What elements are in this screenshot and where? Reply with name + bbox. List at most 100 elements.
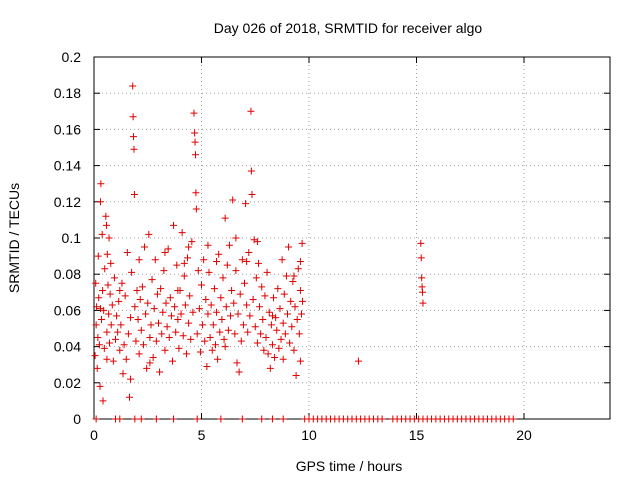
data-point-marker (247, 167, 255, 175)
data-point-marker (113, 312, 121, 320)
data-point-marker (220, 335, 228, 343)
data-point-marker (266, 364, 274, 372)
data-point-marker (279, 415, 287, 423)
data-point-marker (378, 415, 386, 423)
data-point-marker (152, 337, 160, 345)
data-point-marker (155, 319, 162, 327)
data-point-marker (268, 415, 276, 423)
data-point-marker (161, 248, 169, 256)
x-tick-label: 10 (301, 427, 317, 443)
data-point-marker (153, 290, 161, 298)
y-tick-label: 0.1 (62, 230, 82, 246)
data-point-marker (117, 321, 125, 329)
data-point-marker (94, 334, 102, 342)
data-point-marker (100, 306, 108, 314)
data-point-marker (177, 310, 185, 318)
data-point-marker (254, 259, 262, 267)
data-point-marker (146, 359, 154, 367)
data-point-marker (92, 321, 100, 329)
data-point-marker (238, 415, 246, 423)
data-point-marker (184, 254, 192, 262)
data-point-marker (167, 312, 175, 320)
data-point-marker (137, 326, 145, 334)
data-point-marker (142, 310, 150, 318)
data-point-marker (161, 346, 169, 354)
data-point-marker (259, 315, 267, 323)
data-point-marker (98, 230, 106, 238)
data-point-marker (234, 310, 242, 318)
data-point-marker (99, 286, 107, 294)
data-point-marker (206, 334, 214, 342)
y-tick-label: 0.14 (54, 158, 81, 174)
data-point-marker (418, 274, 426, 282)
data-point-marker (150, 305, 158, 313)
data-point-marker (105, 310, 113, 318)
data-point-marker (204, 241, 212, 249)
data-point-marker (189, 308, 197, 316)
data-point-marker (103, 355, 111, 363)
data-point-marker (96, 198, 104, 206)
data-point-marker (127, 314, 135, 322)
data-point-marker (419, 288, 427, 296)
data-point-marker (122, 355, 130, 363)
data-point-marker (210, 285, 218, 293)
data-point-marker (178, 229, 186, 237)
data-point-marker (263, 268, 271, 276)
data-point-marker (95, 294, 103, 302)
data-point-marker (104, 281, 112, 289)
data-point-marker (267, 321, 275, 329)
y-tick-label: 0.16 (54, 121, 81, 137)
y-tick-label: 0.04 (54, 339, 81, 355)
data-point-marker (264, 350, 272, 358)
data-point-marker (92, 279, 100, 287)
data-point-marker (239, 321, 247, 329)
data-point-marker (509, 415, 517, 423)
data-point-marker (160, 267, 168, 275)
data-point-marker (141, 243, 149, 251)
x-tick-label: 20 (516, 427, 532, 443)
data-point-marker (188, 238, 196, 246)
data-point-marker (274, 285, 282, 293)
data-point-marker (149, 353, 157, 361)
data-point-marker (297, 310, 305, 318)
data-point-marker (164, 245, 172, 253)
data-point-marker (100, 344, 108, 352)
data-point-marker (217, 294, 225, 302)
data-point-marker (291, 303, 299, 311)
data-point-marker (94, 252, 102, 260)
data-point-marker (265, 308, 273, 316)
data-point-marker (135, 350, 143, 358)
data-point-marker (157, 285, 165, 293)
data-point-marker (243, 258, 251, 266)
data-point-marker (244, 328, 252, 336)
data-point-marker (97, 180, 105, 188)
data-point-marker (260, 346, 268, 354)
data-point-marker (124, 330, 132, 338)
data-point-marker (213, 258, 221, 266)
data-point-marker (191, 129, 199, 137)
data-point-marker (174, 286, 182, 294)
data-point-marker (258, 415, 266, 423)
data-point-marker (182, 350, 190, 358)
data-point-marker (251, 323, 259, 331)
data-point-marker (116, 415, 124, 423)
data-point-marker (138, 283, 146, 291)
y-tick-label: 0.06 (54, 302, 81, 318)
data-point-marker (275, 344, 283, 352)
data-point-marker (236, 290, 244, 298)
data-point-marker (181, 301, 189, 309)
data-point-marker (217, 415, 225, 423)
data-point-marker (103, 250, 111, 258)
data-point-marker (258, 283, 266, 291)
data-point-marker (284, 310, 291, 318)
chart-title: Day 026 of 2018, SRMTID for receiver alg… (214, 20, 483, 36)
data-point-marker (165, 334, 173, 342)
data-point-marker (208, 346, 216, 354)
data-point-marker (287, 297, 295, 305)
data-point-marker (115, 297, 123, 305)
data-point-marker (245, 248, 253, 256)
data-point-marker (199, 321, 207, 329)
data-point-marker (143, 364, 151, 372)
data-point-marker (246, 312, 254, 320)
